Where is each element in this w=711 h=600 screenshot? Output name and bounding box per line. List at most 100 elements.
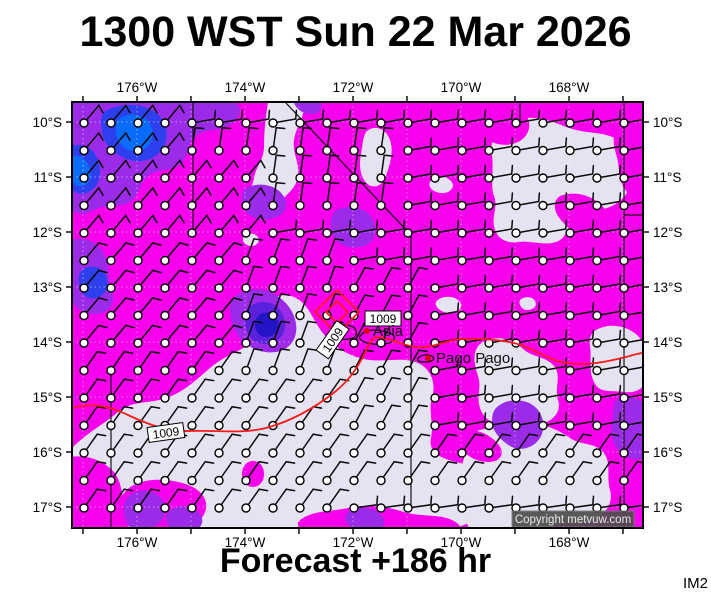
wind-barb (110, 186, 131, 207)
wind-barb (137, 242, 162, 262)
wind-station-circle (133, 173, 143, 183)
wind-barb (110, 104, 131, 124)
wind-barb (651, 248, 674, 261)
wind-station-circle (511, 228, 521, 238)
wind-barb (299, 293, 318, 317)
wind-station-circle (592, 228, 602, 238)
wind-station-circle (79, 200, 89, 211)
precip-area-lavender (360, 127, 392, 187)
wind-barb (326, 433, 350, 454)
wind-barb (83, 159, 104, 179)
wind-station-circle (376, 255, 386, 266)
wind-barb (488, 164, 514, 179)
wind-barb (83, 324, 108, 344)
wind-station-circle (268, 338, 278, 348)
wind-barb (245, 109, 271, 124)
wind-barb (164, 242, 189, 262)
wind-station-circle (268, 393, 278, 403)
wind-barb (326, 126, 340, 152)
wind-barb (380, 433, 404, 454)
wind-station-circle (133, 448, 143, 458)
wind-barb (434, 219, 460, 234)
map-border (71, 101, 644, 529)
wind-station-circle (619, 448, 629, 458)
wind-barb (326, 265, 345, 289)
wind-barb (461, 495, 487, 509)
wind-station-circle (430, 365, 440, 376)
wind-station-circle (511, 475, 521, 486)
wind-barb (488, 302, 514, 317)
wind-barb (569, 109, 595, 124)
wind-barb (407, 247, 433, 262)
wind-station-circle (160, 283, 170, 293)
wind-barb (83, 269, 108, 289)
wind-barb (137, 297, 162, 317)
wind-barb (299, 460, 323, 482)
axes-layer: 176°W 176°W 174°W 174°W 172°W 172°W 170°W 170°W… (33, 80, 683, 550)
wind-barb (461, 357, 487, 372)
wind-barb (461, 109, 487, 124)
wind-station-circle (160, 118, 170, 128)
wind-barb (245, 320, 264, 344)
wind-barb (218, 324, 243, 344)
wind-station-circle (647, 477, 655, 485)
wind-barb (218, 159, 239, 179)
island-outline-tutuila (416, 354, 435, 363)
wind-station-circle (457, 118, 467, 128)
wind-barb (191, 350, 215, 372)
wind-barb (434, 433, 458, 454)
wind-barb (110, 324, 135, 344)
wind-station-circle (484, 255, 494, 266)
wind-barb (380, 294, 401, 317)
wind-station-circle (484, 283, 494, 293)
wind-station-circle (376, 200, 386, 211)
wind-station-circle (241, 255, 251, 266)
lat-tick-label-left: 11°S (34, 170, 62, 185)
wind-barb (380, 126, 394, 152)
lon-tick-label-top: 168°W (549, 80, 590, 95)
wind-barb (434, 192, 460, 207)
wind-station-circle (79, 310, 89, 321)
wind-barb (191, 186, 212, 207)
wind-barb (596, 247, 622, 262)
wind-barb (434, 495, 460, 509)
wind-barb (353, 294, 374, 317)
wind-barb (542, 219, 568, 234)
wind-barb (218, 269, 243, 289)
wind-station-circle (592, 200, 602, 211)
wind-barb (569, 384, 595, 399)
wind-station-circle (592, 393, 602, 403)
wind-barb (218, 488, 242, 509)
island-outline-upolu (359, 329, 396, 345)
wind-barb (191, 159, 212, 179)
wind-station-circle (484, 228, 494, 238)
wind-station-circle (592, 173, 602, 183)
wind-barb (542, 109, 568, 124)
wind-barb (488, 384, 514, 399)
forecast-hour-label: Forecast +186 hr (219, 542, 492, 580)
wind-barb (407, 376, 428, 399)
wind-station-circle (133, 475, 143, 486)
wind-barb (569, 247, 595, 262)
wind-barb (245, 186, 266, 207)
wind-barb (83, 378, 107, 399)
wind-barb (623, 421, 643, 427)
wind-barb (569, 219, 595, 234)
precip-area-lavender (72, 295, 491, 528)
wind-barb (488, 460, 512, 482)
lat-tick-label-right: 13°S (653, 280, 682, 295)
wind-barb (110, 488, 134, 509)
wind-station-circle (79, 338, 89, 348)
wind-station-circle (511, 200, 521, 211)
wind-station-circle (592, 420, 602, 431)
page-title: 1300 WST Sun 22 Mar 2026 (79, 8, 632, 56)
wind-barb (569, 460, 593, 482)
wind-barb (137, 269, 162, 289)
wind-barb (596, 329, 622, 344)
wind-barb (299, 265, 318, 289)
wind-station-circle (403, 448, 413, 458)
wind-barb (137, 131, 158, 152)
wind-station-circle (647, 147, 655, 155)
wind-barb (191, 324, 216, 344)
place-label: Pago Pago (436, 350, 510, 367)
